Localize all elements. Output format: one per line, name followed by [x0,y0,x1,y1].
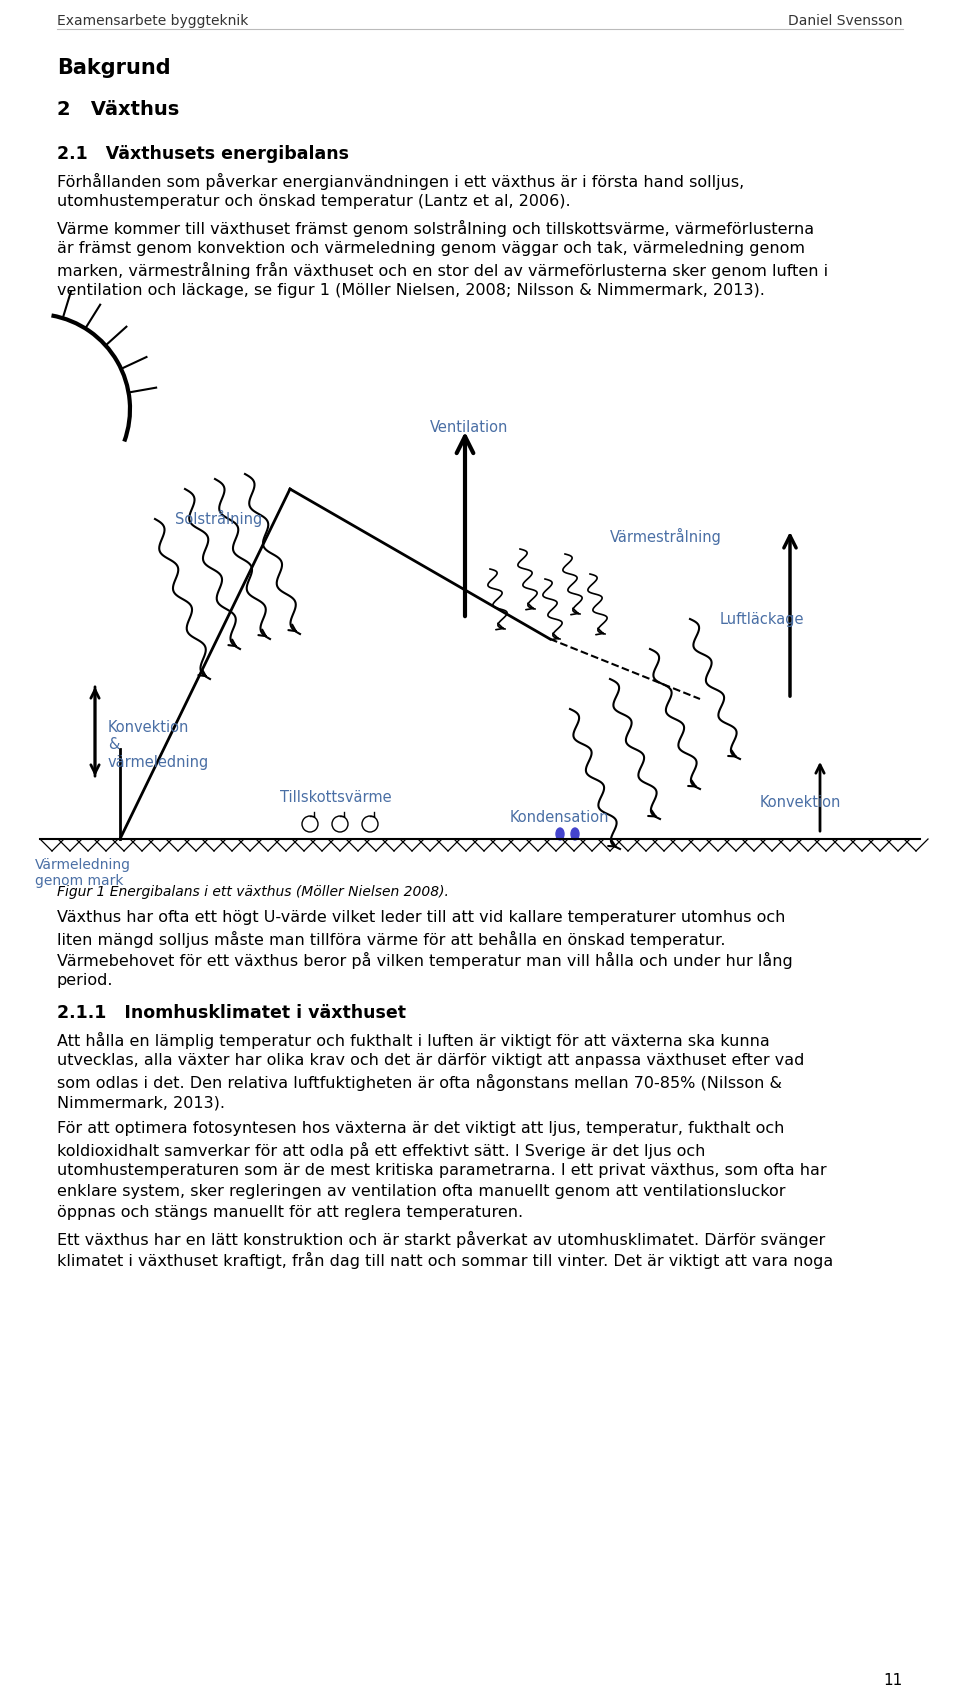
Text: utomhustemperatur och önskad temperatur (Lantz et al, 2006).: utomhustemperatur och önskad temperatur … [57,194,570,210]
Text: är främst genom konvektion och värmeledning genom väggar och tak, värmeledning g: är främst genom konvektion och värmeledn… [57,240,805,256]
Text: Nimmermark, 2013).: Nimmermark, 2013). [57,1095,225,1110]
Text: Tillskottsvärme: Tillskottsvärme [280,789,392,805]
Ellipse shape [556,829,564,841]
Text: marken, värmestrålning från växthuset och en stor del av värmeförlusterna sker g: marken, värmestrålning från växthuset oc… [57,263,828,280]
Text: Konvektion
&
värmeledning: Konvektion & värmeledning [108,720,209,769]
Text: koldioxidhalt samverkar för att odla på ett effektivt sätt. I Sverige är det lju: koldioxidhalt samverkar för att odla på … [57,1141,706,1158]
Text: utomhustemperaturen som är de mest kritiska parametrarna. I ett privat växthus, : utomhustemperaturen som är de mest kriti… [57,1163,827,1178]
Text: liten mängd solljus måste man tillföra värme för att behålla en önskad temperatu: liten mängd solljus måste man tillföra v… [57,931,726,948]
Text: Solstrålning: Solstrålning [175,510,262,527]
Text: Värme kommer till växthuset främst genom solstrålning och tillskottsvärme, värme: Värme kommer till växthuset främst genom… [57,220,814,237]
Text: 2   Växthus: 2 Växthus [57,101,180,119]
Text: utvecklas, alla växter har olika krav och det är därför viktigt att anpassa växt: utvecklas, alla växter har olika krav oc… [57,1052,804,1067]
Text: Figur 1 Energibalans i ett växthus (Möller Nielsen 2008).: Figur 1 Energibalans i ett växthus (Möll… [57,885,449,899]
Text: klimatet i växthuset kraftigt, från dag till natt och sommar till vinter. Det är: klimatet i växthuset kraftigt, från dag … [57,1251,833,1269]
Text: öppnas och stängs manuellt för att reglera temperaturen.: öppnas och stängs manuellt för att regle… [57,1204,523,1219]
Text: Daniel Svensson: Daniel Svensson [788,14,903,27]
Text: enklare system, sker regleringen av ventilation ofta manuellt genom att ventilat: enklare system, sker regleringen av vent… [57,1183,785,1199]
Text: Att hålla en lämplig temperatur och fukthalt i luften är viktigt för att växtern: Att hålla en lämplig temperatur och fukt… [57,1032,770,1049]
Text: Växthus har ofta ett högt U-värde vilket leder till att vid kallare temperaturer: Växthus har ofta ett högt U-värde vilket… [57,909,785,924]
Text: 2.1   Växthusets energibalans: 2.1 Växthusets energibalans [57,145,349,164]
Text: Ett växthus har en lätt konstruktion och är starkt påverkat av utomhusklimatet. : Ett växthus har en lätt konstruktion och… [57,1231,826,1248]
Text: Bakgrund: Bakgrund [57,58,171,78]
Text: För att optimera fotosyntesen hos växterna är det viktigt att ljus, temperatur, : För att optimera fotosyntesen hos växter… [57,1120,784,1136]
Text: Kondensation: Kondensation [510,810,610,825]
Text: 11: 11 [884,1673,903,1686]
Text: Ventilation: Ventilation [430,419,509,435]
Text: period.: period. [57,972,113,987]
Text: Värmestrålning: Värmestrålning [610,527,722,544]
Text: Värmebehovet för ett växthus beror på vilken temperatur man vill hålla och under: Värmebehovet för ett växthus beror på vi… [57,951,793,968]
Ellipse shape [571,829,579,841]
Text: Luftläckage: Luftläckage [720,612,804,627]
Text: Konvektion: Konvektion [760,795,841,810]
Text: som odlas i det. Den relativa luftfuktigheten är ofta någonstans mellan 70-85% (: som odlas i det. Den relativa luftfuktig… [57,1074,782,1091]
Text: Förhållanden som påverkar energianvändningen i ett växthus är i första hand soll: Förhållanden som påverkar energianvändni… [57,172,744,189]
Text: Värmeledning
genom mark: Värmeledning genom mark [35,858,131,888]
Text: ventilation och läckage, se figur 1 (Möller Nielsen, 2008; Nilsson & Nimmermark,: ventilation och läckage, se figur 1 (Möl… [57,283,765,298]
Text: Examensarbete byggteknik: Examensarbete byggteknik [57,14,249,27]
Text: 2.1.1   Inomhusklimatet i växthuset: 2.1.1 Inomhusklimatet i växthuset [57,1004,406,1021]
